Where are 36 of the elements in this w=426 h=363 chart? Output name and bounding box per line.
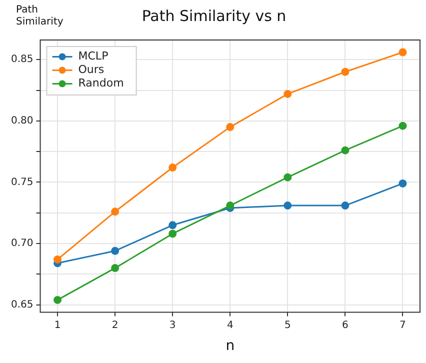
point — [284, 173, 292, 182]
point — [168, 164, 177, 172]
legend-label: Random — [78, 76, 124, 90]
point — [341, 202, 350, 210]
point — [398, 179, 407, 188]
chart-title: Path Similarity vs n — [142, 6, 286, 25]
y-tick-label: 0.85 — [11, 54, 34, 66]
point — [111, 208, 120, 216]
point — [284, 202, 292, 210]
y-tick-label: 0.80 — [11, 116, 34, 127]
x-axis-title: n — [226, 338, 235, 354]
point — [54, 296, 62, 304]
point — [284, 90, 292, 98]
x-tick-label: 7 — [400, 320, 406, 331]
x-tick-label: 5 — [284, 320, 291, 331]
legend-label: Ours — [78, 63, 104, 76]
y-tick-label: 0.65 — [11, 299, 34, 310]
y-tick-label: 0.70 — [11, 238, 34, 250]
point — [341, 68, 350, 76]
y-axis-title: Path Similarity — [16, 4, 64, 28]
point — [111, 246, 120, 255]
point — [168, 230, 177, 238]
point — [398, 48, 407, 56]
x-tick-label: 1 — [54, 320, 61, 331]
point — [341, 146, 350, 154]
point — [168, 221, 177, 230]
point — [54, 255, 62, 264]
x-tick-label: 2 — [112, 320, 118, 331]
point — [226, 123, 234, 132]
x-tick-label: 6 — [342, 320, 348, 331]
y-tick-label: 0.75 — [11, 176, 34, 188]
x-tick-label: 4 — [226, 320, 234, 331]
x-tick-label: 3 — [169, 320, 176, 331]
legend-label: MCLP — [78, 50, 109, 63]
point — [111, 264, 120, 272]
point — [398, 122, 407, 130]
